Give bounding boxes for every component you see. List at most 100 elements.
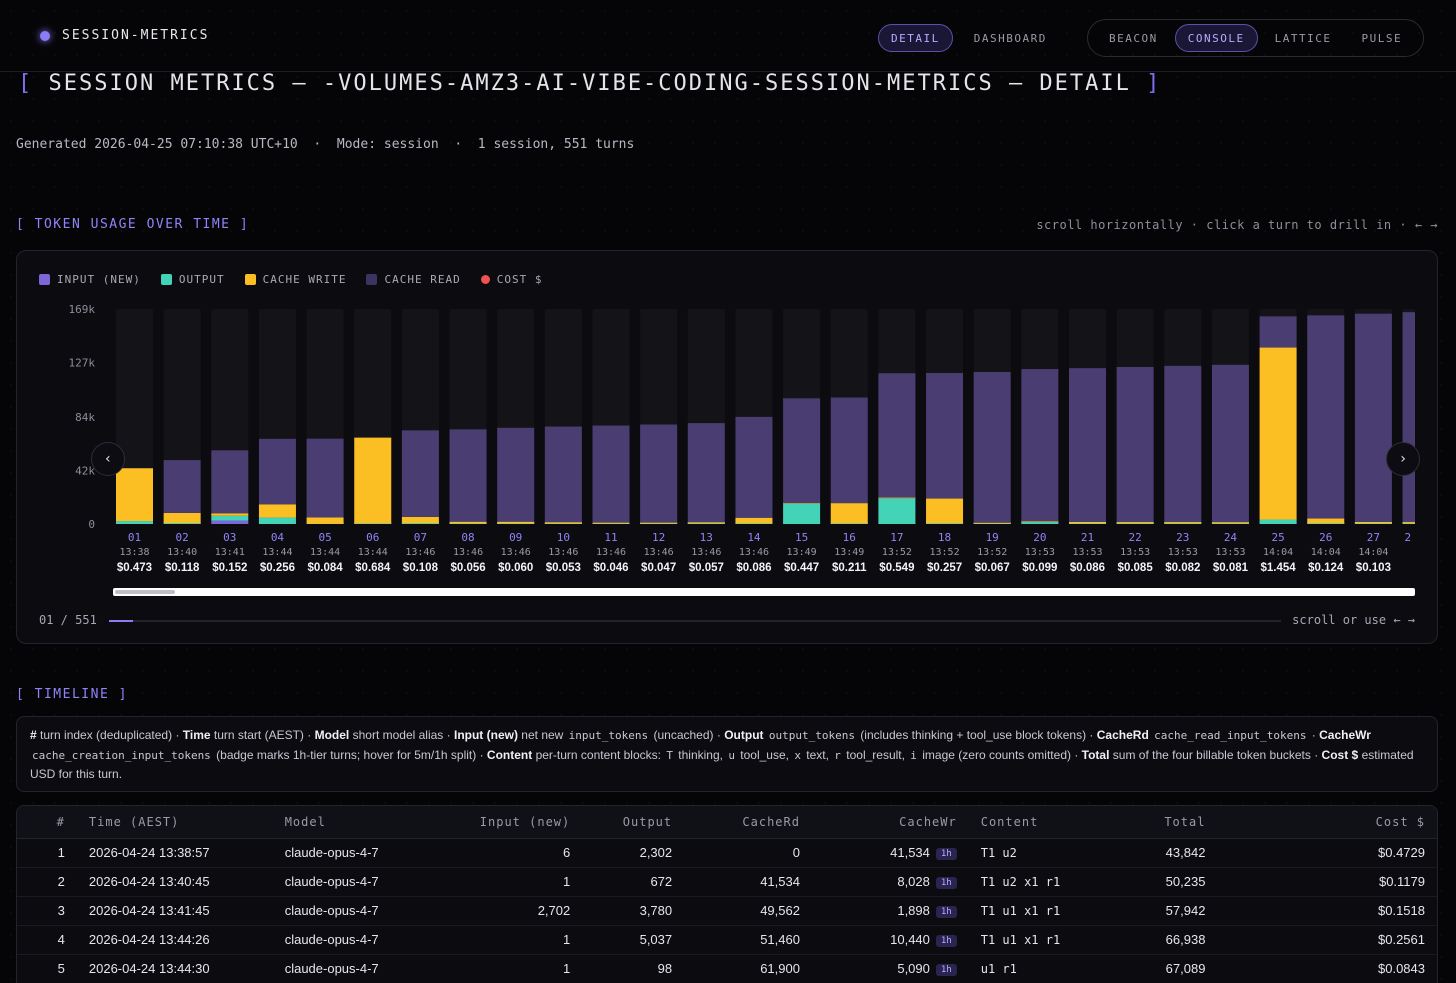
bar-segment-cache-write[interactable] [211, 513, 249, 516]
bar-segment-cache-write[interactable] [926, 498, 964, 524]
chart-scrollbar[interactable] [113, 588, 1415, 596]
col-cacherd[interactable]: CacheRd [684, 806, 812, 839]
bar-segment-cache-write[interactable] [1354, 521, 1392, 524]
bar-segment-cache-read[interactable] [1259, 316, 1297, 348]
turn-number-label[interactable]: 08 [461, 531, 474, 544]
legend-cache-read[interactable]: CACHE READ [366, 273, 460, 286]
theme-console[interactable]: CONSOLE [1174, 24, 1258, 52]
bar-segment-cache-write[interactable] [1164, 522, 1202, 524]
bar-segment-cache-write[interactable] [640, 522, 678, 524]
table-row[interactable]: 3 2026-04-24 13:41:45 claude-opus-4-7 2,… [17, 896, 1437, 926]
col-content[interactable]: Content [968, 806, 1109, 839]
bar-segment-cache-read[interactable] [830, 397, 868, 504]
col-cost[interactable]: Cost $ [1217, 806, 1437, 839]
turn-number-label[interactable]: 24 [1224, 531, 1238, 544]
turn-number-label[interactable]: 19 [986, 531, 999, 544]
turn-number-label[interactable]: 01 [128, 531, 141, 544]
bar-segment-output[interactable] [1259, 519, 1297, 524]
col-model[interactable]: Model [272, 806, 443, 839]
turn-number-label[interactable]: 18 [938, 531, 951, 544]
turn-number-label[interactable]: 16 [843, 531, 856, 544]
brand[interactable]: SESSION-METRICS [40, 28, 209, 43]
turn-number-label[interactable]: 26 [1319, 531, 1332, 544]
cell-cachewr[interactable]: 10,440 1h [811, 925, 969, 955]
bar-segment-cache-read[interactable] [401, 430, 439, 517]
bar-segment-cache-read[interactable] [258, 438, 296, 505]
bar-segment-output[interactable] [878, 498, 916, 524]
turn-number-label[interactable]: 23 [1176, 531, 1189, 544]
col-time[interactable]: Time (AEST) [76, 806, 273, 839]
turn-number-label[interactable]: 13 [700, 531, 713, 544]
bar-segment-cache-write[interactable] [973, 522, 1011, 524]
bar-segment-cache-read[interactable] [687, 423, 725, 523]
bar-segment-cache-read[interactable] [497, 427, 535, 522]
tier-badge[interactable]: 1h [935, 963, 957, 976]
cell-cachewr[interactable]: 5,090 1h [811, 954, 969, 983]
bar-segment-cache-write[interactable] [354, 437, 392, 524]
bar-segment-cache-write[interactable] [1402, 522, 1415, 524]
bar-segment-cache-write[interactable] [544, 522, 582, 524]
col-cachewr[interactable]: CacheWr [811, 806, 969, 839]
chart-scrollbar-thumb[interactable] [115, 590, 175, 594]
bar-segment-cache-read[interactable] [878, 373, 916, 498]
bar-segment-cache-write[interactable] [401, 516, 439, 524]
turn-number-label[interactable]: 14 [747, 531, 761, 544]
turn-number-label[interactable]: 12 [652, 531, 665, 544]
turn-number-label[interactable]: 25 [1271, 531, 1284, 544]
turn-number-label[interactable]: 09 [509, 531, 522, 544]
turn-number-label[interactable]: 06 [366, 531, 379, 544]
turn-number-label[interactable]: 11 [604, 531, 617, 544]
bar-segment-cache-read[interactable] [1164, 365, 1202, 523]
turn-number-label[interactable]: 27 [1367, 531, 1380, 544]
bar-segment-cache-read[interactable] [1116, 367, 1154, 523]
bar-segment-cache-write[interactable] [735, 517, 773, 524]
bar-segment-cache-read[interactable] [1307, 315, 1345, 519]
bar-segment-cache-write[interactable] [449, 521, 487, 524]
turn-number-label[interactable]: 10 [557, 531, 570, 544]
bar-segment-cache-write[interactable] [1116, 522, 1154, 524]
col-output[interactable]: Output [582, 806, 685, 839]
tier-badge[interactable]: 1h [935, 934, 957, 947]
bar-segment-cache-write[interactable] [497, 521, 535, 524]
tier-badge[interactable]: 1h [935, 876, 957, 889]
legend-output[interactable]: OUTPUT [160, 273, 225, 286]
bar-segment-cache-write[interactable] [306, 517, 344, 524]
turn-number-label[interactable]: 05 [318, 531, 331, 544]
bar-segment-output[interactable] [258, 517, 296, 524]
theme-pulse[interactable]: PULSE [1361, 31, 1403, 45]
bar-segment-cache-read[interactable] [592, 425, 630, 523]
turn-number-label[interactable]: 2 [1405, 531, 1412, 544]
bar-segment-output[interactable] [783, 503, 821, 524]
tab-detail[interactable]: DETAIL [878, 24, 953, 52]
table-row[interactable]: 1 2026-04-24 13:38:57 claude-opus-4-7 6 … [17, 838, 1437, 868]
bar-segment-cache-read[interactable] [1069, 368, 1106, 522]
bar-segment-cache-read[interactable] [1354, 313, 1392, 522]
chart-prev-button[interactable]: ‹ [91, 442, 125, 476]
legend-cost[interactable]: COST $ [480, 273, 543, 286]
turn-number-label[interactable]: 15 [795, 531, 808, 544]
bar-segment-output[interactable] [116, 521, 153, 524]
col-input[interactable]: Input (new) [442, 806, 583, 839]
bar-segment-output[interactable] [1021, 522, 1059, 524]
cell-cachewr[interactable]: 8,028 1h [811, 867, 969, 897]
bar-segment-input[interactable] [211, 520, 249, 524]
legend-cache-write[interactable]: CACHE WRITE [244, 273, 347, 286]
bar-segment-cache-read[interactable] [211, 450, 249, 514]
bar-segment-cache-read[interactable] [783, 398, 821, 504]
bar-segment-cache-read[interactable] [926, 372, 964, 499]
bar-segment-cache-read[interactable] [640, 424, 678, 523]
bar-segment-cache-write[interactable] [258, 504, 296, 518]
token-chart[interactable]: 169k 127k 84k 42k 0 01 13:38 $0.473 02 13:40 $0.11… [17, 251, 1438, 644]
bar-segment-cache-write[interactable] [1069, 521, 1106, 524]
cell-cachewr[interactable]: 41,534 1h [811, 838, 969, 868]
turn-number-label[interactable]: 22 [1129, 531, 1142, 544]
turn-number-label[interactable]: 04 [271, 531, 285, 544]
turn-number-label[interactable]: 20 [1033, 531, 1046, 544]
bar-segment-cache-read[interactable] [449, 429, 487, 522]
turn-number-label[interactable]: 02 [176, 531, 189, 544]
table-row[interactable]: 5 2026-04-24 13:44:30 claude-opus-4-7 1 … [17, 954, 1437, 983]
bar-segment-cache-write[interactable] [163, 512, 201, 524]
timeline-table-container[interactable]: # Time (AEST) Model Input (new) Output C… [16, 805, 1438, 983]
turn-number-label[interactable]: 03 [223, 531, 236, 544]
tab-dashboard[interactable]: DASHBOARD [973, 31, 1047, 45]
